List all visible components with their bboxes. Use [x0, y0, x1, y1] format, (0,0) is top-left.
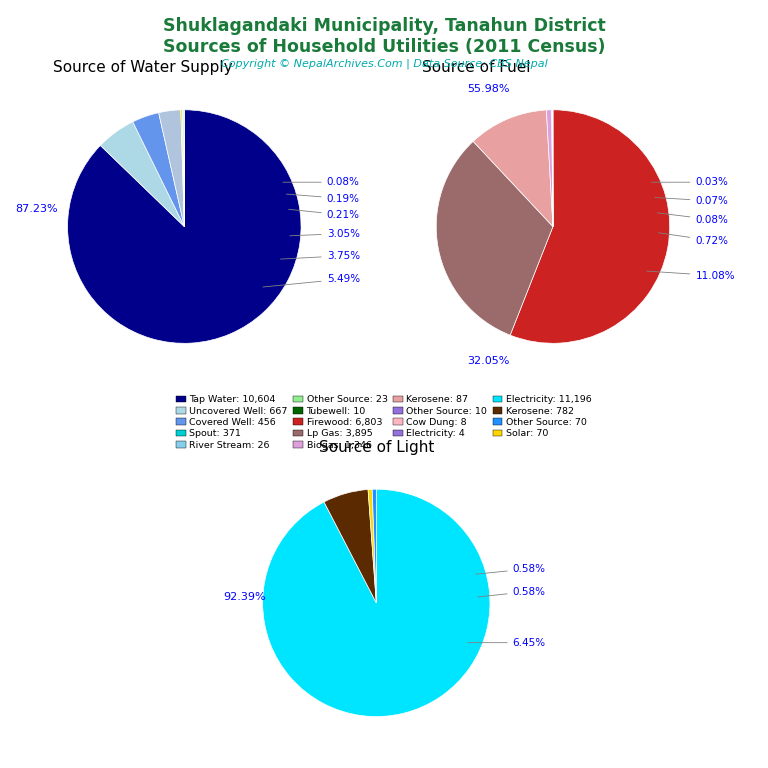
Text: 0.58%: 0.58% [478, 587, 546, 597]
Wedge shape [101, 122, 184, 227]
Text: 55.98%: 55.98% [468, 84, 510, 94]
Text: 0.58%: 0.58% [475, 564, 546, 574]
Text: 3.05%: 3.05% [290, 229, 359, 239]
Text: 0.07%: 0.07% [655, 196, 728, 206]
Legend: Tap Water: 10,604, Uncovered Well: 667, Covered Well: 456, Spout: 371, River Str: Tap Water: 10,604, Uncovered Well: 667, … [176, 396, 592, 449]
Wedge shape [473, 110, 553, 227]
Wedge shape [510, 110, 670, 343]
Text: 0.21%: 0.21% [289, 210, 359, 220]
Text: 0.19%: 0.19% [286, 194, 359, 204]
Text: 87.23%: 87.23% [15, 204, 58, 214]
Text: Copyright © NepalArchives.Com | Data Source: CBS Nepal: Copyright © NepalArchives.Com | Data Sou… [220, 58, 548, 69]
Text: 11.08%: 11.08% [647, 270, 735, 280]
Text: Source of Fuel: Source of Fuel [422, 61, 530, 75]
Wedge shape [372, 489, 376, 603]
Wedge shape [368, 489, 376, 603]
Text: 5.49%: 5.49% [263, 274, 360, 287]
Wedge shape [68, 110, 301, 343]
Wedge shape [182, 110, 184, 227]
Text: 3.75%: 3.75% [280, 250, 360, 261]
Text: 0.08%: 0.08% [283, 177, 359, 187]
Wedge shape [546, 110, 553, 227]
Text: 32.05%: 32.05% [468, 356, 510, 366]
Wedge shape [159, 110, 184, 227]
Wedge shape [436, 141, 553, 335]
Wedge shape [324, 489, 376, 603]
Wedge shape [133, 113, 184, 227]
Text: 0.08%: 0.08% [657, 213, 728, 224]
Text: 0.72%: 0.72% [658, 233, 728, 246]
Title: Source of Light: Source of Light [319, 441, 434, 455]
Text: Shuklagandaki Municipality, Tanahun District: Shuklagandaki Municipality, Tanahun Dist… [163, 17, 605, 35]
Text: 0.03%: 0.03% [651, 177, 728, 187]
Text: 6.45%: 6.45% [468, 637, 546, 647]
Wedge shape [180, 110, 184, 227]
Wedge shape [551, 110, 553, 227]
Text: Source of Water Supply: Source of Water Supply [53, 61, 233, 75]
Text: Sources of Household Utilities (2011 Census): Sources of Household Utilities (2011 Cen… [163, 38, 605, 55]
Wedge shape [263, 489, 490, 717]
Text: 92.39%: 92.39% [223, 592, 266, 602]
